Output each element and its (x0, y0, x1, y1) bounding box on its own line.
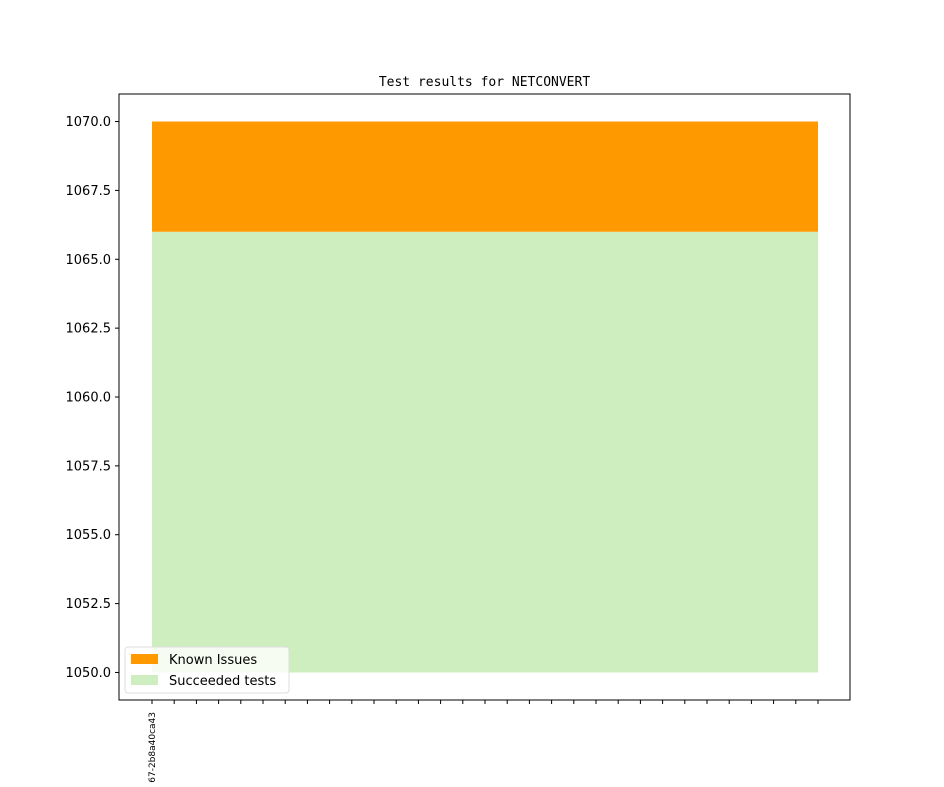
y-tick-label: 1057.5 (66, 459, 112, 474)
y-tick-label: 1065.0 (66, 253, 112, 268)
y-tick-label: 1052.5 (66, 597, 112, 612)
y-tick-label: 1050.0 (66, 666, 112, 681)
legend-label: Known Issues (169, 653, 257, 668)
y-tick-label: 1070.0 (66, 115, 112, 130)
legend-swatch (131, 654, 158, 664)
area (152, 121, 818, 232)
y-tick-label: 1060.0 (66, 391, 112, 406)
y-tick-label: 1062.5 (66, 322, 112, 337)
area (152, 231, 818, 673)
y-tick-label: 1055.0 (66, 528, 112, 543)
legend-box (124, 646, 290, 694)
legend-label: Succeeded tests (169, 674, 276, 689)
legend-swatch (131, 675, 158, 685)
y-tick-label: 1067.5 (66, 184, 112, 199)
chart-title: Test results for NETCONVERT (379, 75, 590, 90)
x-tick-label: 67-2b8a40ca43 (148, 712, 158, 783)
